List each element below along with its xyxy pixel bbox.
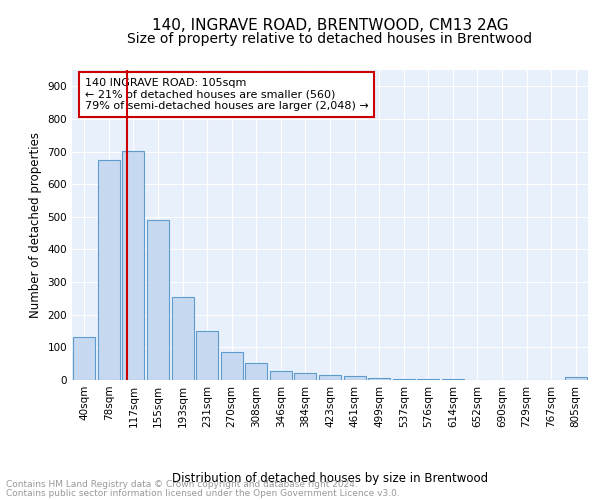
Bar <box>245 363 268 380</box>
Bar <box>172 298 194 380</box>
Text: Contains HM Land Registry data © Crown copyright and database right 2024.: Contains HM Land Registry data © Crown c… <box>6 480 358 489</box>
Bar <box>565 378 587 380</box>
Bar <box>319 376 341 380</box>
Bar <box>221 352 243 380</box>
Bar <box>73 336 95 380</box>
Y-axis label: Number of detached properties: Number of detached properties <box>29 132 42 318</box>
Text: Size of property relative to detached houses in Brentwood: Size of property relative to detached ho… <box>127 32 533 46</box>
Text: Distribution of detached houses by size in Brentwood: Distribution of detached houses by size … <box>172 472 488 485</box>
Bar <box>98 160 120 380</box>
Bar <box>270 371 292 380</box>
Bar <box>122 150 145 380</box>
Text: 140 INGRAVE ROAD: 105sqm
← 21% of detached houses are smaller (560)
79% of semi-: 140 INGRAVE ROAD: 105sqm ← 21% of detach… <box>85 78 368 111</box>
Text: Contains public sector information licensed under the Open Government Licence v3: Contains public sector information licen… <box>6 488 400 498</box>
Bar <box>417 379 439 380</box>
Bar <box>295 373 316 380</box>
Bar <box>392 378 415 380</box>
Bar <box>147 220 169 380</box>
Bar <box>344 376 365 380</box>
Bar <box>368 378 390 380</box>
Bar <box>196 330 218 380</box>
Text: 140, INGRAVE ROAD, BRENTWOOD, CM13 2AG: 140, INGRAVE ROAD, BRENTWOOD, CM13 2AG <box>152 18 508 32</box>
